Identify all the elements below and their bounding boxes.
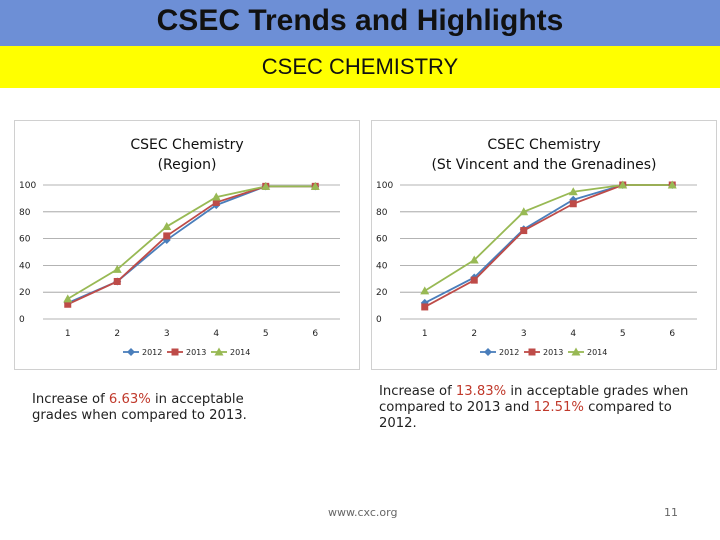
y-tick-label: 100 <box>19 181 36 191</box>
y-tick-label: 100 <box>376 181 393 191</box>
data-point-2013 <box>163 232 171 240</box>
data-point-2014 <box>667 180 677 189</box>
chart-title-line: (St Vincent and the Grenadines) <box>431 157 656 173</box>
y-tick-label: 20 <box>376 288 388 298</box>
legend-label: 2013 <box>186 348 206 357</box>
series-line-2014 <box>424 184 673 292</box>
right-description: Increase of 13.83% in acceptable grades … <box>379 384 704 432</box>
chart-svg-canvas: CSEC Chemistry (St Vincent and the Grenad… <box>376 137 697 357</box>
data-point-2013 <box>470 276 478 284</box>
legend-label: 2012 <box>499 348 519 357</box>
series-line-2014 <box>67 185 316 300</box>
y-tick-label: 0 <box>376 315 382 325</box>
legend-marker-2014 <box>214 347 224 356</box>
legend-label: 2013 <box>543 348 563 357</box>
data-point-2013 <box>520 227 528 235</box>
y-tick-label: 80 <box>19 208 31 218</box>
right-desc-mid: in acceptable grades when compared to 20… <box>379 384 689 415</box>
legend-marker-2012 <box>484 348 492 356</box>
chart-title-line: CSEC Chemistry <box>487 137 600 153</box>
chart-region: CSEC Chemistry (Region) 0 20 40 60 80 100 1 2 3 4 5 6… <box>14 120 360 370</box>
data-point-2013 <box>569 200 577 208</box>
x-tick-label: 6 <box>669 329 675 339</box>
data-point-2013 <box>64 300 72 308</box>
legend-marker-2012 <box>127 348 135 356</box>
legend-marker-2013 <box>528 348 536 356</box>
x-tick-label: 3 <box>521 329 527 339</box>
chart-svg-canvas: CSEC Chemistry (Region) 0 20 40 60 80 100 1 2 3 4 5 6… <box>19 137 340 357</box>
data-point-2014 <box>162 222 172 231</box>
legend-marker-2013 <box>171 348 179 356</box>
legend-label: 2012 <box>142 348 162 357</box>
right-desc-post: compared to 2012. <box>379 400 672 431</box>
series-line-2012 <box>67 185 316 304</box>
chart-title-line: (Region) <box>158 157 217 173</box>
x-tick-label: 2 <box>471 329 477 339</box>
x-tick-label: 3 <box>164 329 170 339</box>
data-point-2014 <box>519 207 529 216</box>
x-tick-label: 6 <box>312 329 318 339</box>
y-tick-label: 80 <box>376 208 388 218</box>
legend-label: 2014 <box>230 348 250 357</box>
x-tick-label: 5 <box>620 329 626 339</box>
left-desc-pre: Increase of <box>32 392 109 407</box>
series-line-2013 <box>67 185 316 306</box>
y-tick-label: 40 <box>19 261 31 271</box>
x-tick-label: 1 <box>422 329 428 339</box>
data-point-2013 <box>421 303 429 311</box>
data-point-2013 <box>212 198 220 206</box>
series-line-2013 <box>424 184 673 308</box>
data-point-2014 <box>420 286 430 295</box>
y-tick-label: 20 <box>19 288 31 298</box>
right-desc-pct1: 13.83% <box>455 384 507 399</box>
data-point-2014 <box>112 264 122 273</box>
y-tick-label: 0 <box>19 315 25 325</box>
data-point-2014 <box>568 187 578 196</box>
page-title: CSEC Trends and Highlights <box>156 4 564 37</box>
x-tick-label: 1 <box>65 329 71 339</box>
data-point-2014 <box>261 181 271 190</box>
left-desc-post: in acceptable grades when compared to 20… <box>32 392 247 423</box>
footer-url[interactable]: www.cxc.org <box>328 506 398 519</box>
left-desc-pct: 6.63% <box>108 392 151 407</box>
right-desc-pct2: 12.51% <box>533 400 584 415</box>
data-point-2013 <box>113 277 121 285</box>
data-point-2014 <box>618 180 628 189</box>
x-tick-label: 4 <box>570 329 576 339</box>
legend-marker-2014 <box>571 347 581 356</box>
page-subtitle: CSEC CHEMISTRY <box>261 54 459 79</box>
y-tick-label: 40 <box>376 261 388 271</box>
chart-title-line: CSEC Chemistry <box>130 137 243 153</box>
data-point-2014 <box>469 255 479 264</box>
subtitle-bar <box>0 46 720 88</box>
data-point-2014 <box>211 192 221 201</box>
legend-label: 2014 <box>587 348 607 357</box>
x-tick-label: 2 <box>114 329 120 339</box>
data-point-2014 <box>310 181 320 190</box>
x-tick-label: 5 <box>263 329 269 339</box>
y-tick-label: 60 <box>19 235 31 245</box>
x-tick-label: 4 <box>213 329 219 339</box>
left-description: Increase of 6.63% in acceptable grades w… <box>32 392 292 424</box>
data-point-2014 <box>63 294 73 303</box>
chart-svg-grenadines: CSEC Chemistry (St Vincent and the Grenad… <box>371 120 717 370</box>
right-desc-pre: Increase of <box>379 384 456 399</box>
y-tick-label: 60 <box>376 235 388 245</box>
page-number: 11 <box>664 506 678 519</box>
